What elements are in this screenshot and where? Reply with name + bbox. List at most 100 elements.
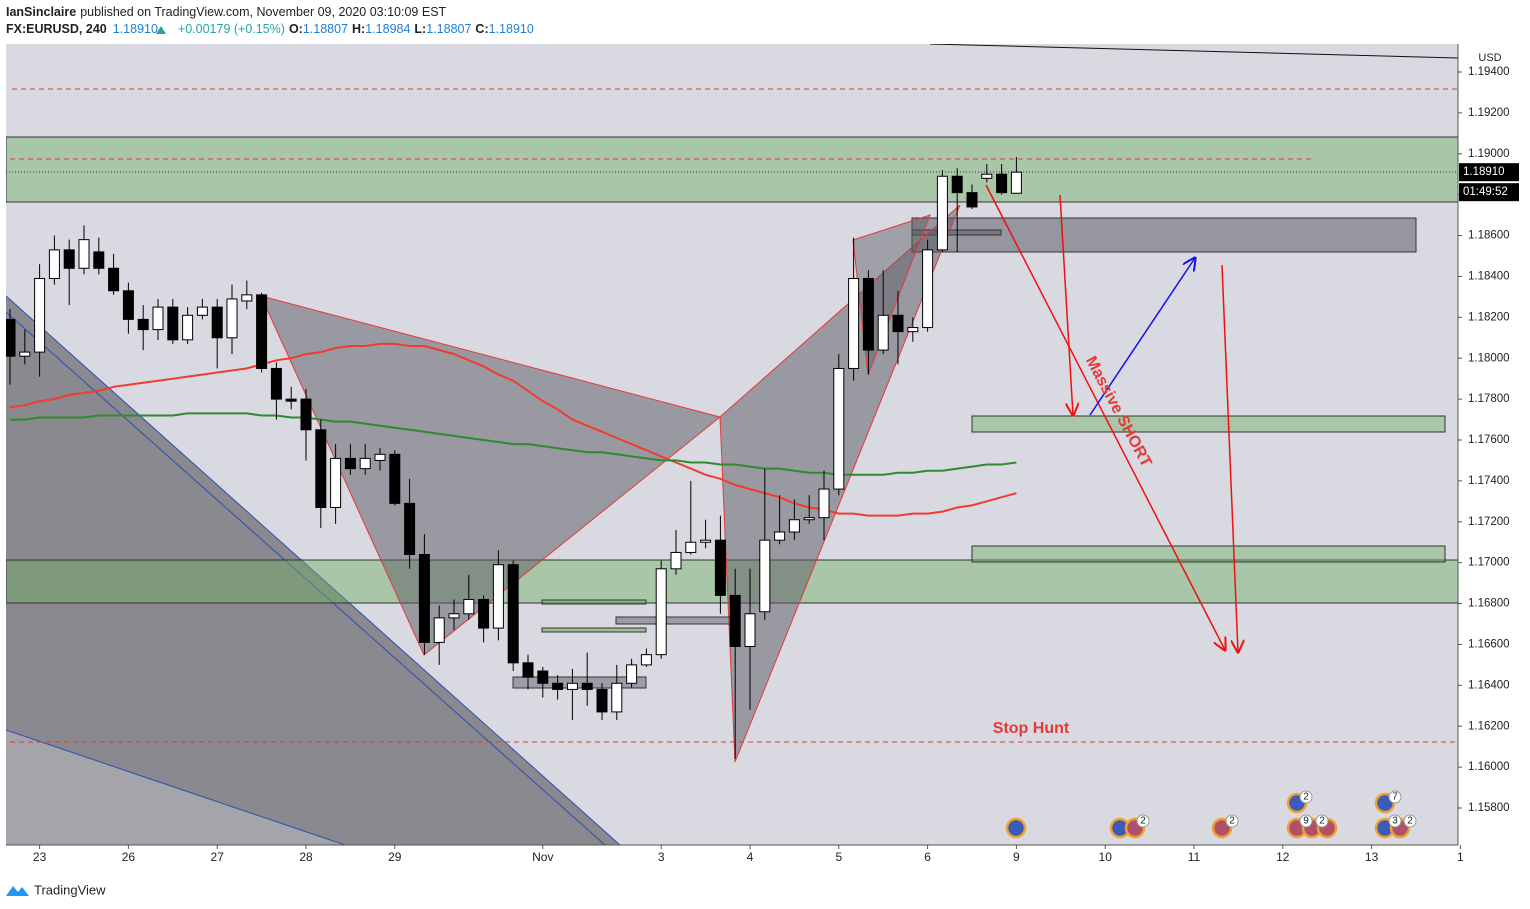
candle-body	[226, 298, 238, 339]
change: +0.00179 (+0.15%)	[178, 22, 285, 36]
event-icon[interactable]	[1005, 817, 1027, 839]
candle-body	[241, 294, 253, 302]
countdown: 01:49:52	[1463, 186, 1508, 198]
candle-body	[537, 670, 549, 684]
box	[512, 676, 647, 689]
candle-body	[478, 598, 490, 629]
y-tick-label: 1.15800	[1468, 802, 1510, 814]
candle-body	[922, 249, 934, 329]
y-tick-label: 1.19000	[1468, 148, 1510, 160]
y-tick-label: 1.17400	[1468, 475, 1510, 487]
candle-body	[774, 531, 786, 541]
y-tick-label: 1.16600	[1468, 638, 1510, 650]
currency-label: USD	[1478, 52, 1501, 64]
event-badge	[1388, 790, 1402, 804]
x-tick-label: 27	[211, 850, 225, 864]
symbol: FX:EURUSD, 240	[6, 22, 107, 36]
target-zone	[971, 415, 1446, 433]
candle-body	[63, 249, 75, 269]
candle-body	[951, 175, 963, 194]
candle-body	[330, 457, 342, 508]
arrow	[1221, 264, 1238, 652]
y-tick-label: 1.18600	[1468, 230, 1510, 242]
candle-body	[877, 314, 889, 351]
candle-body	[566, 682, 578, 690]
candle-body	[507, 564, 519, 664]
candle-body	[655, 568, 667, 656]
y-tick-label: 1.16000	[1468, 761, 1510, 773]
x-tick-label: 4	[747, 850, 754, 864]
candle-body	[182, 314, 194, 341]
candle-body	[759, 539, 771, 613]
trend-line	[6, 729, 346, 845]
event-badge	[1299, 790, 1313, 804]
candle-body	[700, 539, 712, 543]
candle-body	[833, 367, 845, 490]
y-tick-label: 1.19200	[1468, 107, 1510, 119]
trend-line	[929, 44, 1458, 59]
y-tick-label: 1.18200	[1468, 311, 1510, 323]
x-tick-label: 9	[1013, 850, 1020, 864]
event-badge-label: 2	[1319, 816, 1325, 827]
x-tick-label: Nov	[532, 850, 553, 864]
arrow	[1059, 194, 1073, 415]
candle-body	[196, 306, 208, 316]
event-badge	[1136, 814, 1150, 828]
x-tick-label: 29	[388, 850, 402, 864]
candle-body	[108, 267, 120, 292]
candle-body	[6, 318, 16, 357]
candle-body	[256, 294, 268, 369]
event-badge-label: 2	[1229, 816, 1235, 827]
ohlc-key: C:	[475, 22, 488, 36]
candle-body	[626, 664, 638, 684]
box	[911, 229, 1002, 236]
event-badge	[1388, 814, 1402, 828]
event-badge-label: 2	[1407, 816, 1413, 827]
candle-body	[167, 306, 179, 341]
series-layer	[6, 157, 1022, 759]
candle-body	[611, 682, 623, 713]
last-price-box	[1459, 163, 1519, 182]
x-tick-label: 5	[835, 850, 842, 864]
x-tick-label: 23	[33, 850, 47, 864]
harmonic-pattern	[260, 295, 722, 656]
event-badge-label: 9	[1303, 816, 1309, 827]
candle-body	[48, 249, 60, 279]
ohlc-value: 1.18984	[365, 22, 410, 36]
moving-average	[10, 412, 1017, 476]
candle-body	[137, 318, 149, 331]
x-tick-label: 12	[1276, 850, 1290, 864]
candle-body	[34, 277, 46, 353]
trend-line	[6, 311, 606, 845]
ohlc-key: O:	[289, 22, 303, 36]
candle-body	[522, 662, 534, 678]
header-line-2: FX:EURUSD, 240 1.18910 +0.00179 (+0.15%) O:…	[6, 22, 534, 36]
y-tick-label: 1.17000	[1468, 557, 1510, 569]
author: IanSinclaire	[6, 5, 76, 19]
candle-body	[418, 553, 430, 643]
candle-body	[152, 306, 164, 331]
candle-body	[552, 682, 564, 690]
annotation: Stop Hunt	[993, 720, 1070, 737]
y-tick-label: 1.18000	[1468, 352, 1510, 364]
ohlc-value: 1.18807	[426, 22, 471, 36]
candle-body	[492, 564, 504, 629]
candle-body	[966, 192, 978, 208]
x-tick-label: 3	[658, 850, 665, 864]
candle-body	[685, 541, 697, 553]
last-price-label: 1.18910	[1463, 166, 1505, 178]
candle-body	[744, 613, 756, 647]
drawings	[6, 44, 1458, 845]
candle-body	[93, 251, 105, 269]
y-tick-label: 1.17800	[1468, 393, 1510, 405]
y-tick-label: 1.17200	[1468, 516, 1510, 528]
event-badge-label: 2	[1140, 816, 1146, 827]
ohlc-key: H:	[352, 22, 365, 36]
candle-body	[404, 502, 416, 555]
event-badge-label: 2	[1303, 792, 1309, 803]
countdown-box	[1459, 183, 1519, 202]
arrows	[985, 184, 1238, 652]
candle-body	[389, 453, 401, 504]
event-badge	[1403, 814, 1417, 828]
candle-body	[596, 688, 608, 713]
